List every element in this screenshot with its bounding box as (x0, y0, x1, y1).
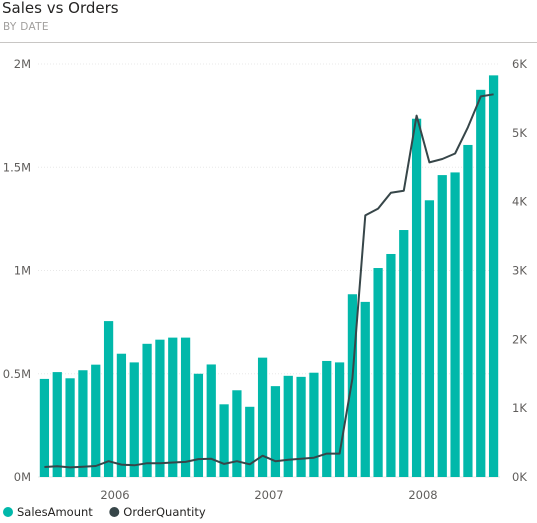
legend-label: OrderQuantity (123, 505, 206, 519)
bar-salesamount (411, 118, 422, 477)
bar-salesamount (219, 404, 229, 477)
bar-salesamount (386, 253, 396, 477)
chart-subtitle: BY DATE (3, 21, 49, 33)
bar-salesamount (283, 375, 293, 477)
y-right-tick-label: 6K (512, 57, 527, 71)
bar-salesamount (142, 343, 152, 477)
bar-salesamount (437, 175, 447, 478)
legend-marker (109, 507, 120, 517)
bar-salesamount (334, 362, 345, 477)
bar-salesamount (39, 378, 50, 477)
bar-salesamount (322, 360, 332, 477)
line-orderquantity (44, 93, 494, 469)
bar-salesamount (232, 390, 242, 477)
bar-salesamount (193, 373, 204, 477)
y-right-tick-label: 2K (512, 332, 527, 346)
bar-salesamount (399, 230, 409, 477)
chart-title: Sales vs Orders (2, 0, 119, 17)
bar-salesamount (52, 372, 62, 477)
legend-label: SalesAmount (17, 505, 93, 519)
y-right-tick-label: 4K (512, 195, 527, 209)
x-tick-label: 2006 (100, 488, 129, 502)
bar-salesamount (91, 364, 101, 477)
y-right-tick-label: 3K (512, 264, 527, 278)
bar-salesamount (180, 337, 191, 477)
bar-salesamount (450, 172, 460, 477)
y-left-tick-label: 0.5M (3, 367, 31, 381)
bar-salesamount (155, 339, 165, 477)
bar-salesamount (168, 337, 178, 477)
y-right-tick-label: 1K (512, 401, 527, 415)
bar-salesamount (65, 378, 75, 477)
x-tick-label: 2007 (254, 488, 283, 502)
bar-salesamount (463, 144, 473, 477)
y-left-tick-label: 2M (14, 57, 31, 71)
bar-salesamount (270, 386, 281, 477)
bar-salesamount (78, 370, 88, 477)
bar-salesamount (116, 353, 127, 477)
bar-salesamount (103, 321, 114, 477)
bar-salesamount (206, 364, 216, 477)
bar-salesamount (129, 362, 139, 477)
legend-marker (3, 507, 13, 517)
bar-salesamount (309, 372, 319, 477)
x-tick-label: 2008 (408, 488, 437, 502)
bar-salesamount (257, 357, 268, 477)
bar-salesamount (488, 75, 499, 478)
title-divider (0, 42, 537, 43)
bar-salesamount (245, 406, 255, 477)
bar-salesamount (476, 89, 486, 477)
y-right-tick-label: 0K (512, 470, 527, 484)
y-right-tick-label: 5K (512, 126, 527, 140)
bar-salesamount (360, 301, 370, 477)
y-left-tick-label: 1.5M (3, 160, 31, 174)
bar-salesamount (424, 200, 435, 478)
y-left-tick-label: 0M (14, 470, 31, 484)
bar-salesamount (373, 268, 383, 477)
y-left-tick-label: 1M (14, 264, 31, 278)
bar-salesamount (347, 294, 358, 477)
bar-salesamount (296, 376, 306, 477)
